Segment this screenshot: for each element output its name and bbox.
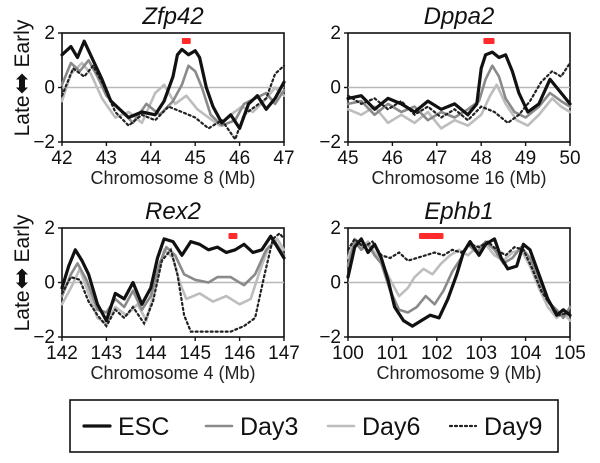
legend: ESC Day3 Day6 Day9 [69,399,559,453]
x-tick-label-ephb1: 101 [377,343,409,364]
legend-label-day9: Day9 [484,413,542,441]
panel-rex2: Rex2 −2 0 2 142 143 144 145 146 147 Chromosome 4 (… [11,198,300,383]
x-tick-label-dppa2: 49 [515,148,536,169]
legend-label-day6: Day6 [362,413,420,441]
series-line-esc-rex2 [60,234,286,323]
y-label-early: Early [11,214,34,262]
series-line-day9-rex2 [60,231,286,333]
x-tick-label-zfp42: 47 [273,148,294,169]
x-axis-label-zfp42: Chromosome 8 (Mb) [90,168,255,188]
x-tick-label-zfp42: 45 [185,148,206,169]
y-tick-label-rex2: 0 [44,273,55,294]
series-line-day9-zfp42 [60,63,286,142]
x-tick-label-zfp42: 43 [96,148,117,169]
panel-title-dppa2: Dppa2 [424,3,495,30]
x-axis-label-ephb1: Chromosome 9 (Mb) [376,363,541,383]
y-tick-label-dppa2: 2 [330,23,341,44]
x-tick-label-rex2: 143 [91,343,123,364]
x-tick-label-rex2: 146 [224,343,256,364]
double-arrow-icon [16,268,28,289]
x-tick-label-ephb1: 102 [421,343,453,364]
y-tick-label-rex2: −2 [33,327,55,348]
y-tick-label-dppa2: −2 [319,132,341,153]
panel-title-rex2: Rex2 [145,198,201,225]
x-tick-label-rex2: 142 [46,343,78,364]
series-line-esc-ephb1 [346,237,572,328]
series-line-day3-rex2 [60,240,286,314]
series-line-day6-dppa2 [346,83,572,130]
y-tick-label-zfp42: 2 [44,23,55,44]
x-tick-label-zfp42: 44 [140,148,162,169]
y-label-early: Early [11,19,34,67]
x-tick-label-dppa2: 48 [471,148,492,169]
y-tick-label-ephb1: 2 [330,218,341,239]
series-line-day3-ephb1 [346,240,572,320]
x-tick-label-rex2: 144 [135,343,167,364]
chart-panels: Zfp42 −2 0 2 42 43 44 45 46 47 Chromosome 8 (Mb) La… [11,3,586,383]
x-tick-label-dppa2: 46 [382,148,403,169]
series-line-day3-zfp42 [60,59,286,127]
series-line-esc-zfp42 [60,39,286,130]
panel-ephb1: Ephb1 −2 0 2 100 101 102 103 104 105 Chromosome 9 … [319,198,586,383]
x-tick-label-ephb1: 100 [332,343,364,364]
panel-zfp42: Zfp42 −2 0 2 42 43 44 45 46 47 Chromosome 8 (Mb) La… [11,3,295,188]
y-axis-label-rex2: Late Early [11,214,34,331]
panel-dppa2: Dppa2 −2 0 2 45 46 47 48 49 50 Chromosome 16 (Mb) [319,3,580,188]
double-arrow-icon [16,73,28,94]
x-tick-label-zfp42: 42 [51,148,72,169]
series-line-esc-dppa2 [346,50,572,117]
x-tick-label-rex2: 147 [268,343,300,364]
panel-title-ephb1: Ephb1 [424,198,493,225]
highlight-marker-rex2 [228,233,238,239]
x-axis-label-rex2: Chromosome 4 (Mb) [90,363,255,383]
y-tick-label-ephb1: 0 [330,273,341,294]
x-tick-label-zfp42: 46 [229,148,250,169]
panel-title-zfp42: Zfp42 [141,3,203,30]
x-tick-label-dppa2: 50 [559,148,580,169]
y-tick-label-zfp42: 0 [44,78,55,99]
series-line-day9-dppa2 [346,61,572,125]
y-tick-label-dppa2: 0 [330,78,341,99]
highlight-marker-ephb1 [419,233,444,239]
highlight-marker-dppa2 [483,38,495,44]
highlight-marker-zfp42 [181,38,191,44]
x-tick-label-ephb1: 105 [554,343,586,364]
series-line-day9-ephb1 [346,237,572,317]
y-label-late: Late [11,291,34,332]
legend-label-esc: ESC [118,413,169,441]
x-tick-label-ephb1: 103 [465,343,497,364]
y-label-late: Late [11,96,34,137]
x-tick-label-dppa2: 45 [337,148,358,169]
y-tick-label-rex2: 2 [44,218,55,239]
legend-label-day3: Day3 [240,413,298,441]
x-axis-label-dppa2: Chromosome 16 (Mb) [371,168,546,188]
x-tick-label-dppa2: 47 [426,148,447,169]
y-tick-label-ephb1: −2 [319,327,341,348]
y-axis-label-zfp42: Late Early [11,19,34,136]
x-tick-label-rex2: 145 [179,343,211,364]
y-tick-label-zfp42: −2 [33,132,55,153]
x-tick-label-ephb1: 104 [510,343,542,364]
